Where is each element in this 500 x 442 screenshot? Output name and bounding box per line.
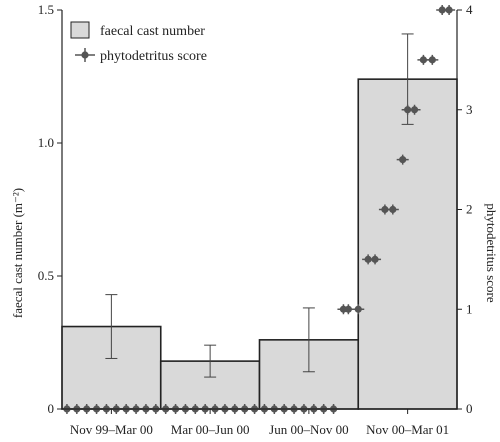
y-right-tick-label-1: 0 (466, 401, 473, 416)
y-right-tick-label-3: 2 (466, 202, 473, 217)
x-tick-label-1: Nov 99–Mar 00 (70, 422, 153, 437)
error-bar-2 (204, 344, 217, 378)
phytodetritus-point-31 (352, 304, 365, 315)
phytodetritus-point-35 (386, 204, 399, 215)
error-bar-3 (302, 307, 315, 373)
y-axis-right-title: phytodetritus score (484, 203, 499, 303)
legend-point-label: phytodetritus score (100, 49, 207, 64)
x-tick-label-4: Nov 00–Mar 01 (366, 422, 449, 437)
legend-bar-label: faecal cast number (100, 24, 205, 39)
y-left-tick-label-2: 0.5 (38, 268, 54, 283)
y-right-tick-label-4: 3 (466, 102, 473, 117)
phytodetritus-point-37 (401, 104, 414, 115)
legend-bar-swatch (70, 21, 90, 39)
bar-4 (357, 78, 458, 410)
y-right-tick-label-5: 4 (466, 2, 473, 17)
error-bar-1 (105, 294, 118, 359)
y-right-tick-label-2: 1 (466, 301, 473, 316)
y-left-tick-label-3: 1.0 (38, 135, 54, 150)
phytodetritus-point-38 (408, 104, 421, 115)
legend: faecal cast number phytodetritus score (70, 21, 207, 64)
x-tick-label-2: Mar 00–Jun 00 (171, 422, 250, 437)
phytodetritus-point-33 (369, 254, 382, 265)
legend-point-marker (75, 48, 95, 62)
phytodetritus-point-42 (443, 5, 456, 15)
y-left-tick-label-1: 0 (48, 401, 55, 416)
phytodetritus-point-40 (426, 54, 439, 65)
y-left-tick-label-4: 1.5 (38, 2, 54, 17)
y-axis-left-title: faecal cast number (m⁻²) (10, 188, 25, 318)
x-tick-label-3: Jun 00–Nov 00 (269, 422, 348, 437)
phytodetritus-point-36 (396, 154, 409, 165)
